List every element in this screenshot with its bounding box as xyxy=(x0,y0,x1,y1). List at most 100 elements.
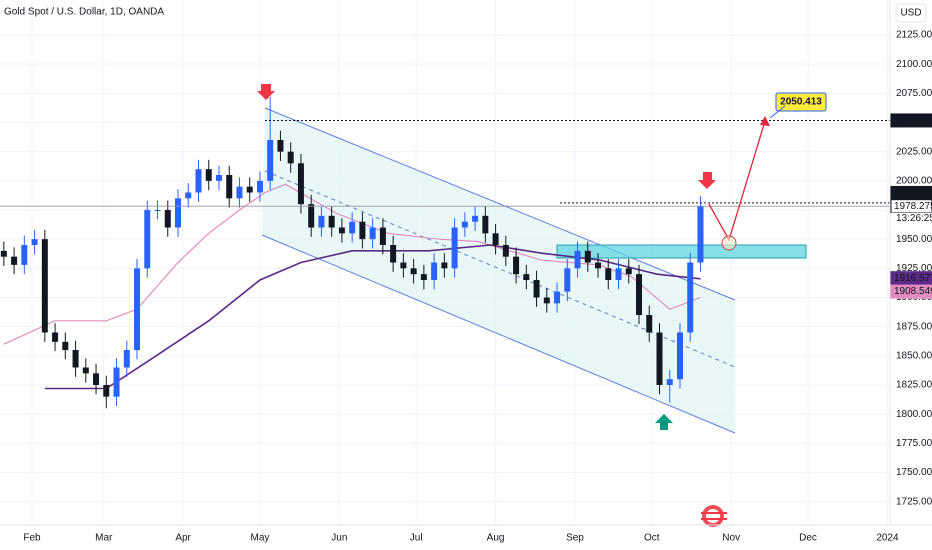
candle-body xyxy=(328,215,335,228)
candle-body xyxy=(502,245,509,257)
candle-body xyxy=(154,210,161,211)
countdown-box xyxy=(891,212,932,224)
candle-body xyxy=(625,268,632,275)
candle-body xyxy=(297,163,304,205)
candle-body xyxy=(554,291,561,304)
candle-body xyxy=(482,215,489,234)
candle-body xyxy=(185,192,192,199)
y-tick-label: 1750.000 xyxy=(896,467,932,478)
candle-body xyxy=(72,350,79,368)
x-tick-label: Dec xyxy=(799,533,817,544)
moving-average xyxy=(44,244,701,390)
y-tick-label: 1775.000 xyxy=(896,438,932,449)
circle-marker xyxy=(721,235,737,251)
x-tick-label: May xyxy=(251,533,270,544)
candle-body xyxy=(0,250,7,257)
channel-fill xyxy=(262,108,735,433)
x-tick-label: Feb xyxy=(23,533,41,544)
candle-body xyxy=(605,268,612,280)
chart-title: Gold Spot / U.S. Dollar, 1D, OANDA xyxy=(4,7,164,18)
candle-body xyxy=(175,198,181,228)
candle-body xyxy=(595,262,602,269)
candle-body xyxy=(134,268,141,350)
zone xyxy=(556,244,807,259)
candle-body xyxy=(256,180,263,193)
y-tick-label: 2025.000 xyxy=(896,146,932,157)
x-tick-label: Aug xyxy=(487,533,505,544)
target-connector xyxy=(769,105,786,119)
candle-body xyxy=(533,280,540,298)
y-tick-label: 2125.000 xyxy=(896,30,932,41)
y-tick-label: 2000.000 xyxy=(896,175,932,186)
candle-body xyxy=(656,332,663,385)
candle-body xyxy=(52,332,59,342)
price-label: 1981.062 xyxy=(894,188,932,199)
candle-body xyxy=(666,379,673,385)
arrow-down xyxy=(257,84,275,100)
candle-body xyxy=(451,227,458,269)
candle-body xyxy=(113,367,120,397)
candle-body xyxy=(492,233,499,245)
candle-body xyxy=(93,373,100,385)
x-tick-label: Jul xyxy=(410,533,423,544)
candle-body xyxy=(431,262,438,280)
x-tick-label: Jun xyxy=(331,533,347,544)
candle-body xyxy=(41,239,48,333)
price-label: 1916.577 xyxy=(894,273,932,284)
x-tick-label: Nov xyxy=(722,533,740,544)
candle-body xyxy=(11,256,18,265)
candle-body xyxy=(215,175,222,181)
candle-body xyxy=(379,227,386,245)
candle-body xyxy=(195,169,202,193)
x-tick-label: Oct xyxy=(644,533,660,544)
axis-labels: 1725.000 1750.000 1775.000 1800.000 1825.000… xyxy=(23,30,932,544)
y-tick-label: 1800.000 xyxy=(896,409,932,420)
candle-body xyxy=(369,227,376,240)
channel-lower xyxy=(261,234,736,434)
candle-body xyxy=(349,221,356,234)
candle-body xyxy=(359,221,366,240)
arrow-up xyxy=(655,414,673,430)
candle-body xyxy=(400,262,407,269)
countdown: 13:26:25 xyxy=(896,213,932,224)
candle-body xyxy=(144,210,151,269)
candle-body xyxy=(574,250,581,269)
candle-body xyxy=(31,239,38,245)
candle-body xyxy=(236,186,243,199)
currency[interactable]: USD xyxy=(900,8,921,19)
y-tick-label: 1850.000 xyxy=(896,350,932,361)
candle-body xyxy=(277,140,284,152)
y-tick-label: 2100.000 xyxy=(896,59,932,70)
currency-button[interactable] xyxy=(895,3,927,23)
target-box xyxy=(775,92,827,112)
y-tick-label: 1925.000 xyxy=(896,263,932,274)
candle-body xyxy=(338,227,345,234)
candle-body xyxy=(123,350,130,368)
candle-body xyxy=(543,297,550,304)
target-label: 2050.413 xyxy=(780,97,822,108)
candle-body xyxy=(646,315,653,333)
candle-body xyxy=(615,268,622,280)
candle-body xyxy=(523,274,530,280)
logo xyxy=(701,505,727,527)
y-tick-label: 2075.000 xyxy=(896,88,932,99)
candle-body xyxy=(441,262,448,269)
y-tick-label: 1725.000 xyxy=(896,496,932,507)
x-tick-label: Sep xyxy=(566,533,584,544)
candle-body xyxy=(472,215,479,222)
candle-body xyxy=(21,245,28,265)
candle-body xyxy=(687,262,694,333)
projection-head xyxy=(760,116,770,126)
candle-body xyxy=(164,210,171,228)
candle-body xyxy=(226,175,233,199)
y-tick-label: 1950.000 xyxy=(896,234,932,245)
y-tick-label: 1875.000 xyxy=(896,321,932,332)
plot: 2050.413 xyxy=(0,92,890,409)
candle-body xyxy=(308,204,315,228)
candle-body xyxy=(564,268,571,292)
price-label: 1908.549 xyxy=(894,286,932,297)
candle-body xyxy=(205,169,212,181)
candle-body xyxy=(390,245,397,263)
candle-body xyxy=(410,268,417,275)
